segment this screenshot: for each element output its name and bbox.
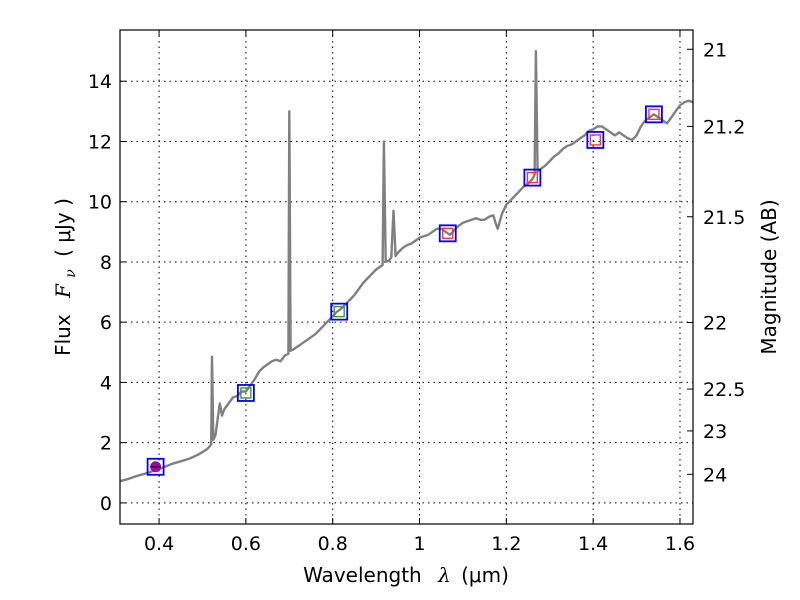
photometry-point: [330, 302, 349, 321]
photometry-box: [438, 224, 457, 243]
y2-tick-label: 21.2: [703, 116, 745, 138]
photometry-point: [236, 384, 255, 402]
photometry-point: [645, 105, 663, 124]
photometry-box: [523, 168, 542, 187]
photometry-marker: [442, 227, 454, 240]
grid: [120, 30, 693, 524]
photometry-box: [586, 131, 605, 149]
y2-axis-label: Magnitude (AB): [757, 199, 781, 354]
y2-tick-label: 23: [703, 421, 727, 443]
y2-tick-label: 21: [703, 39, 727, 61]
x-axis-label: Wavelength λ (μm): [303, 563, 509, 587]
x-tick-label: 0.4: [144, 533, 174, 555]
photometry-marker: [526, 171, 539, 184]
y2-tick-label: 22.5: [703, 379, 745, 401]
photometry-point: [146, 457, 165, 476]
y2-tick-label: 24: [703, 464, 727, 486]
photometry-box: [330, 302, 349, 321]
x-tick-label: 0.6: [231, 533, 261, 555]
y-tick-label: 12: [88, 131, 112, 153]
x-tick-label: 1.6: [665, 533, 695, 555]
y-tick-label: 8: [100, 252, 112, 274]
plot-frame: [119, 29, 694, 525]
y-tick-label: 14: [88, 71, 112, 93]
y-axis-label: Flux F ν ( μJy ): [51, 198, 80, 356]
photometry-marker: [589, 134, 602, 146]
photometry-point: [438, 224, 457, 243]
x-tick-label: 1.2: [491, 533, 521, 555]
photometry-marker: [240, 387, 252, 399]
y2-tick-label: 21.5: [703, 207, 745, 229]
y2-tick-label: 22: [703, 312, 727, 334]
series-layer: [119, 49, 694, 483]
y-tick-label: 0: [100, 493, 112, 515]
y-tick-label: 10: [88, 192, 112, 214]
ticks: 0.4 0.6 0.8 1 1.2 1.4 1.6024681012142121.221.5…: [88, 30, 745, 555]
y-tick-label: 4: [100, 372, 112, 394]
x-tick-label: 0.8: [318, 533, 348, 555]
photometry-marker: [648, 108, 660, 121]
y-tick-label: 6: [100, 312, 112, 334]
photometry-box: [146, 457, 165, 476]
photometry-point: [586, 131, 605, 149]
sed-line: [119, 49, 694, 483]
photometry-box: [645, 105, 663, 124]
x-tick-label: 1: [413, 533, 425, 555]
photometry-marker: [333, 305, 345, 318]
photometry-box: [236, 384, 255, 402]
photometry-point: [523, 168, 542, 187]
y-tick-label: 2: [100, 433, 112, 455]
photometry-points: [146, 105, 663, 476]
x-tick-label: 1.4: [578, 533, 608, 555]
